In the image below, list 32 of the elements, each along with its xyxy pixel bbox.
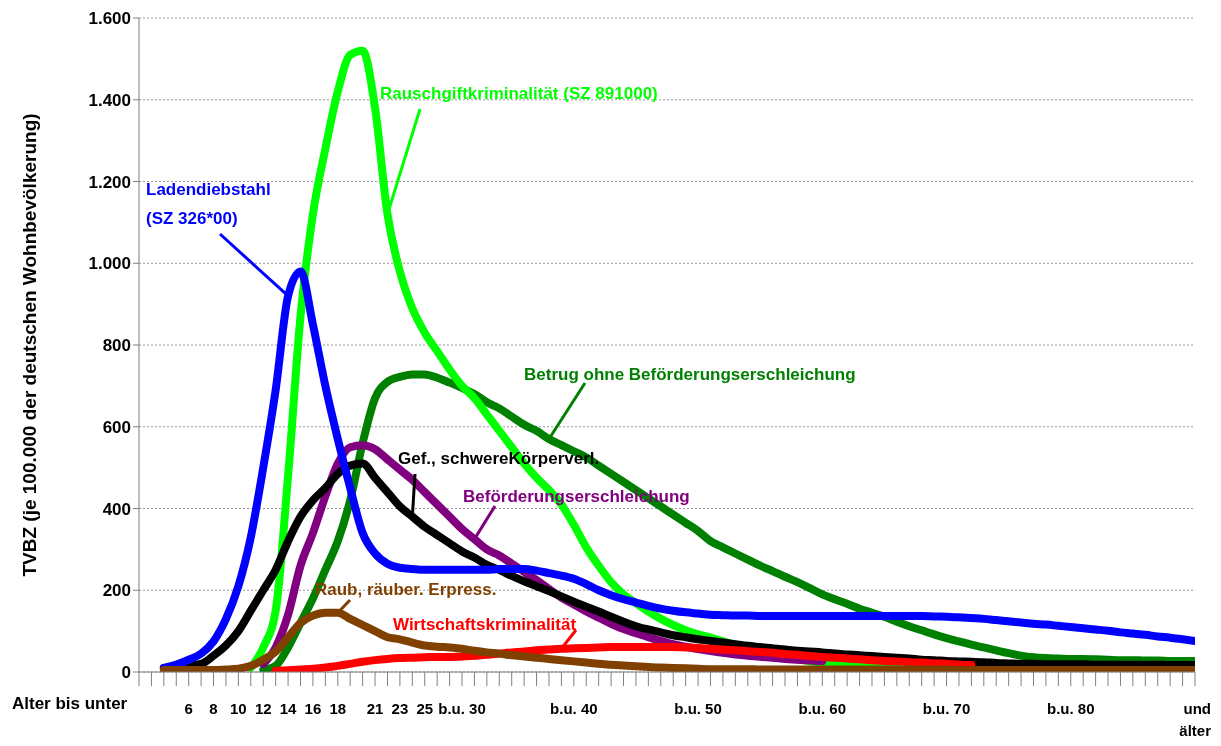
y-tick-label: 1.600 (88, 9, 131, 29)
series-label: Rauschgiftkriminalität (SZ 891000) (380, 83, 658, 105)
series-label: Wirtschaftskriminalität (393, 614, 577, 636)
x-tick-label: 10 (230, 700, 247, 717)
x-tick-label: und älter (1179, 700, 1212, 739)
x-tick-label: b.u. 40 (550, 700, 598, 717)
x-tick-label: 23 (391, 700, 409, 717)
y-tick-label: 1.400 (88, 90, 131, 110)
x-tick-label: b.u. 60 (798, 700, 847, 717)
x-tick-label: 14 (279, 700, 298, 717)
x-tick-label: 8 (209, 700, 218, 717)
x-tick-label: 25 (416, 700, 434, 717)
y-tick-label: 200 (102, 581, 131, 601)
y-tick-label: 400 (102, 499, 131, 519)
y-tick-label: 1.000 (88, 254, 131, 274)
x-tick-label: 18 (329, 700, 347, 717)
x-tick-label: b.u. 70 (922, 700, 971, 717)
x-tick-label: 21 (366, 700, 384, 717)
x-axis-title: Alter bis unter (12, 694, 128, 714)
y-tick-label: 1.200 (88, 172, 131, 192)
text: Ladendiebstahl (SZ 326*00) (146, 179, 272, 230)
y-tick-label: 0 (121, 663, 131, 683)
x-tick-label: 12 (254, 700, 272, 717)
x-tick-label: 6 (184, 700, 193, 717)
y-axis-title: TVBZ (je 100.000 der deutschen Wohnbevölkerung) (19, 113, 40, 577)
x-tick-label: 16 (304, 700, 322, 717)
y-tick-label: 800 (102, 336, 131, 356)
series-label: Betrug ohne Beförderungserschleichung (524, 364, 856, 386)
y-tick-label: 600 (102, 417, 131, 437)
x-tick-label: b.u. 50 (674, 700, 722, 717)
x-tick-label: b.u. 30 (438, 700, 486, 717)
x-tick-label: b.u. 80 (1047, 700, 1095, 717)
